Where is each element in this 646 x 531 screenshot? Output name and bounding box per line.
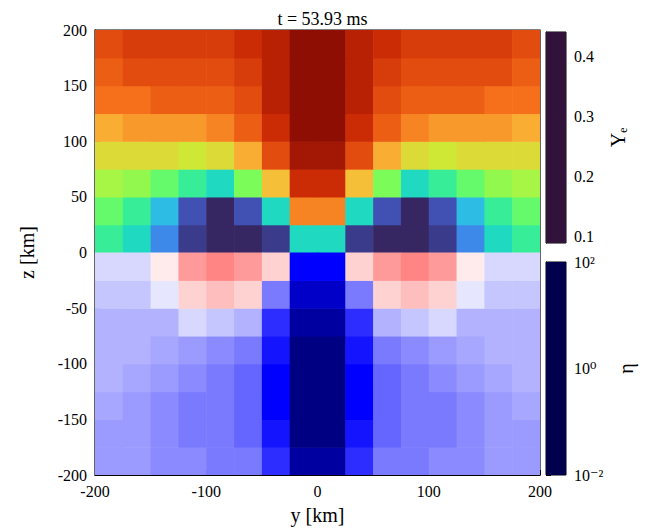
svg-text:0.4: 0.4 [574,48,594,65]
svg-text:200: 200 [528,483,552,500]
svg-text:150: 150 [63,77,87,94]
svg-text:η: η [615,363,638,373]
svg-text:0.2: 0.2 [574,168,594,185]
svg-text:100: 100 [417,483,441,500]
svg-text:10⁻²: 10⁻² [574,467,603,484]
svg-text:-200: -200 [58,467,87,484]
svg-text:y [km]: y [km] [291,504,345,527]
svg-text:10⁰: 10⁰ [574,360,596,377]
svg-text:200: 200 [63,22,87,39]
svg-text:100: 100 [63,133,87,150]
svg-text:0.1: 0.1 [574,228,594,245]
svg-text:Yₑ: Yₑ [607,128,629,148]
svg-text:-100: -100 [58,355,87,372]
svg-text:-100: -100 [192,483,221,500]
svg-text:0: 0 [314,483,322,500]
svg-text:-200: -200 [80,483,109,500]
svg-text:t = 53.93 ms: t = 53.93 ms [277,9,367,29]
svg-text:0: 0 [79,244,87,261]
svg-text:50: 50 [71,188,87,205]
svg-text:0.3: 0.3 [574,108,594,125]
svg-text:10²: 10² [574,254,595,271]
svg-text:z [km]: z [km] [16,226,38,279]
svg-text:-150: -150 [58,411,87,428]
svg-text:-50: -50 [66,300,87,317]
